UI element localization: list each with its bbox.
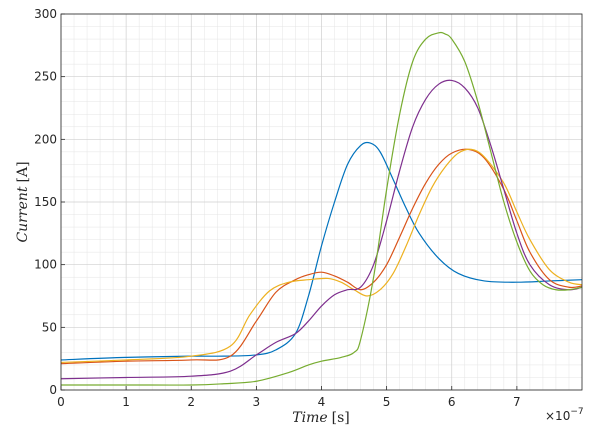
x-tick-label: 1: [122, 395, 130, 409]
y-tick-label: 300: [34, 7, 57, 21]
x-tick-label: 7: [513, 395, 521, 409]
x-tick-label: 2: [187, 395, 195, 409]
y-tick-label: 200: [34, 132, 57, 146]
x-axis-label: Time [s]: [292, 410, 350, 426]
y-axis-label: Current[A]: [15, 161, 31, 242]
series-line-5: [60, 31, 583, 386]
series-line-4: [60, 79, 583, 380]
ticks-layer: [60, 13, 518, 391]
x-tick-label: 3: [253, 395, 261, 409]
series-line-3: [60, 148, 583, 364]
major-grid: [60, 13, 582, 391]
x-axis-exponent: ×10−7: [545, 407, 584, 423]
x-tick-label: 6: [448, 395, 456, 409]
series-line-2: [60, 148, 583, 365]
x-tick-labels: 0 1 2 3 4 5 6 7: [57, 395, 521, 409]
y-tick-label: 0: [49, 383, 57, 397]
y-tick-label: 250: [34, 70, 57, 84]
x-tick-label: 0: [57, 395, 65, 409]
y-tick-labels: 0 50 100 150 200 250 300: [34, 7, 57, 397]
y-tick-label: 150: [34, 195, 57, 209]
y-tick-label: 100: [34, 258, 57, 272]
series-layer: [60, 31, 583, 386]
x-tick-label: 4: [318, 395, 326, 409]
series-line-1: [60, 141, 583, 361]
x-tick-label: 5: [383, 395, 391, 409]
y-tick-label: 50: [42, 320, 57, 334]
